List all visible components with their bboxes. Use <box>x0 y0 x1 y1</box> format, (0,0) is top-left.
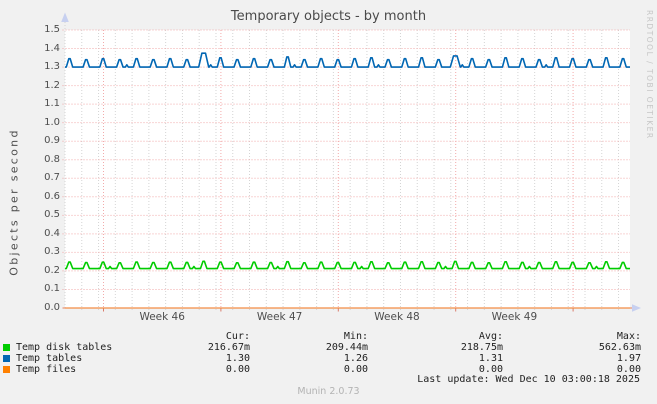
y-tick-label: 1.1 <box>44 98 60 110</box>
y-tick-label: 0.0 <box>44 302 60 313</box>
legend-value: 1.31 <box>478 353 503 364</box>
legend: Cur: Min: Avg: Max: Temp disk tables 216.… <box>0 331 657 375</box>
y-tick-label: 0.9 <box>44 135 60 147</box>
y-tick-label: 1.4 <box>44 42 60 54</box>
legend-header-row: Cur: Min: Avg: Max: <box>0 331 657 342</box>
legend-value: 1.30 <box>225 353 250 364</box>
legend-value: 562.63m <box>598 342 641 353</box>
legend-color-swatch <box>3 366 10 373</box>
series-line-temp-tables <box>65 52 630 68</box>
y-tick-label: 0.8 <box>44 153 60 165</box>
legend-value: 218.75m <box>460 342 503 353</box>
y-tick-label: 0.4 <box>44 227 60 239</box>
x-tick-label: Week 47 <box>256 311 303 323</box>
legend-value: 0.00 <box>343 364 368 375</box>
legend-value: 0.00 <box>616 364 641 375</box>
legend-value: 216.67m <box>207 342 250 353</box>
legend-series-label: Temp disk tables <box>0 342 205 353</box>
x-tick-label: Week 46 <box>139 311 185 323</box>
x-tick-label: Week 48 <box>374 311 420 323</box>
legend-row: Temp tables 1.30 1.26 1.31 1.97 <box>0 353 657 364</box>
plot-area <box>65 30 630 308</box>
y-tick-label: 1.3 <box>44 61 60 73</box>
legend-row: Temp disk tables 216.67m 209.44m 218.75m 562… <box>0 342 657 353</box>
legend-header-avg: Avg: <box>478 331 503 342</box>
chart-title: Temporary objects - by month <box>230 9 427 24</box>
y-axis-arrow-icon <box>61 12 69 22</box>
legend-value: 209.44m <box>325 342 368 353</box>
series-line-temp-disk-tables <box>65 260 630 270</box>
y-tick-label: 0.2 <box>44 264 60 276</box>
legend-row: Temp files 0.00 0.00 0.00 0.00 <box>0 364 657 375</box>
y-tick-label: 1.5 <box>44 24 60 35</box>
legend-header-min: Min: <box>343 331 368 342</box>
y-tick-label: 1.2 <box>44 79 60 91</box>
y-tick-label: 1.0 <box>44 116 60 128</box>
legend-series-label: Temp files <box>0 364 205 375</box>
y-tick-label: 0.7 <box>44 172 60 184</box>
legend-value: 0.00 <box>225 364 250 375</box>
legend-value: 0.00 <box>478 364 503 375</box>
legend-header-cur: Cur: <box>225 331 250 342</box>
last-update: Last update: Wed Dec 10 03:00:18 2025 <box>417 374 640 385</box>
legend-header-max: Max: <box>616 331 641 342</box>
munin-version: Munin 2.0.73 <box>297 386 360 397</box>
y-tick-label: 0.1 <box>44 283 60 295</box>
legend-series-label: Temp tables <box>0 353 205 364</box>
rrdtool-watermark: RRDTOOL / TOBI OETIKER <box>645 10 654 140</box>
legend-value: 1.26 <box>343 353 368 364</box>
y-tick-label: 0.5 <box>44 209 60 221</box>
x-tick-label: Week 49 <box>491 311 538 323</box>
y-tick-label: 0.6 <box>44 190 60 202</box>
x-axis-arrow-icon <box>632 304 641 312</box>
legend-color-swatch <box>3 355 10 362</box>
legend-color-swatch <box>3 344 10 351</box>
legend-value: 1.97 <box>616 353 641 364</box>
y-tick-label: 0.3 <box>44 246 60 258</box>
